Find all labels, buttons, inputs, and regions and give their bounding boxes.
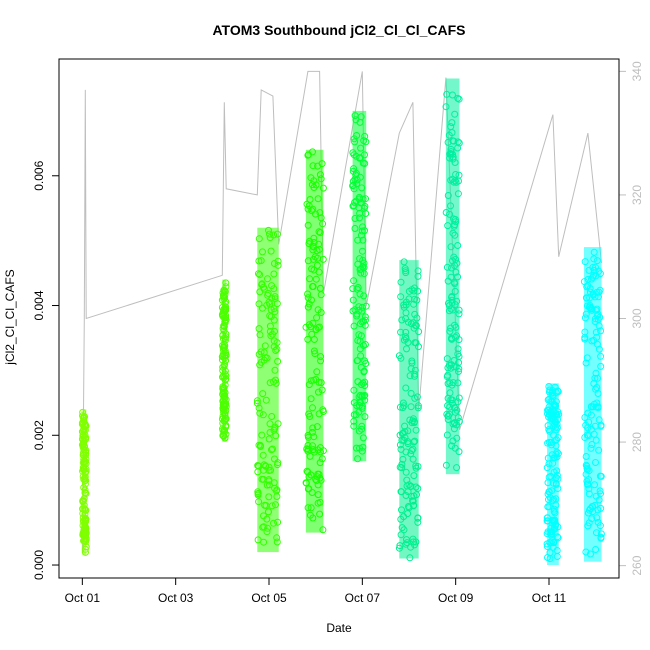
data-band-7 [547, 383, 559, 565]
x-tick-label: Oct 09 [438, 591, 474, 605]
data-band-4 [352, 110, 367, 462]
data-band-0 [82, 409, 87, 556]
x-tick-label: Oct 03 [158, 591, 194, 605]
y2-tick-label: 300 [630, 308, 644, 328]
y2-tick-label: 280 [630, 432, 644, 452]
y2-tick-label: 320 [630, 185, 644, 205]
data-band-2 [257, 227, 279, 553]
data-band-1 [222, 279, 227, 442]
x-tick-label: Oct 11 [532, 591, 567, 605]
y-tick-label: 0.004 [32, 290, 46, 320]
data-band-5 [399, 260, 419, 559]
data-band-8 [584, 247, 602, 562]
data-band-3 [305, 149, 324, 533]
y-axis-label: jCl2_Cl_Cl_CAFS [3, 269, 17, 365]
y-tick-label: 0.000 [32, 550, 46, 580]
secondary-series-line [81, 70, 602, 554]
plot-frame [58, 58, 620, 579]
x-tick-label: Oct 05 [251, 591, 287, 605]
y2-tick-label: 260 [630, 555, 644, 575]
x-tick-label: Oct 07 [345, 591, 381, 605]
x-tick-label: Oct 01 [65, 591, 101, 605]
y-tick-label: 0.006 [32, 160, 46, 190]
y-tick-label: 0.002 [32, 420, 46, 450]
x-axis-label: Date [326, 621, 352, 635]
y2-tick-label: 340 [630, 61, 644, 81]
chart-title: ATOM3 Southbound jCl2_Cl_Cl_CAFS [212, 22, 465, 38]
plot-area: Oct 01 Oct 03 Oct 05 Oct 07 Oct 09 Oct 11 0.00… [32, 61, 644, 605]
data-band-6 [445, 78, 460, 475]
